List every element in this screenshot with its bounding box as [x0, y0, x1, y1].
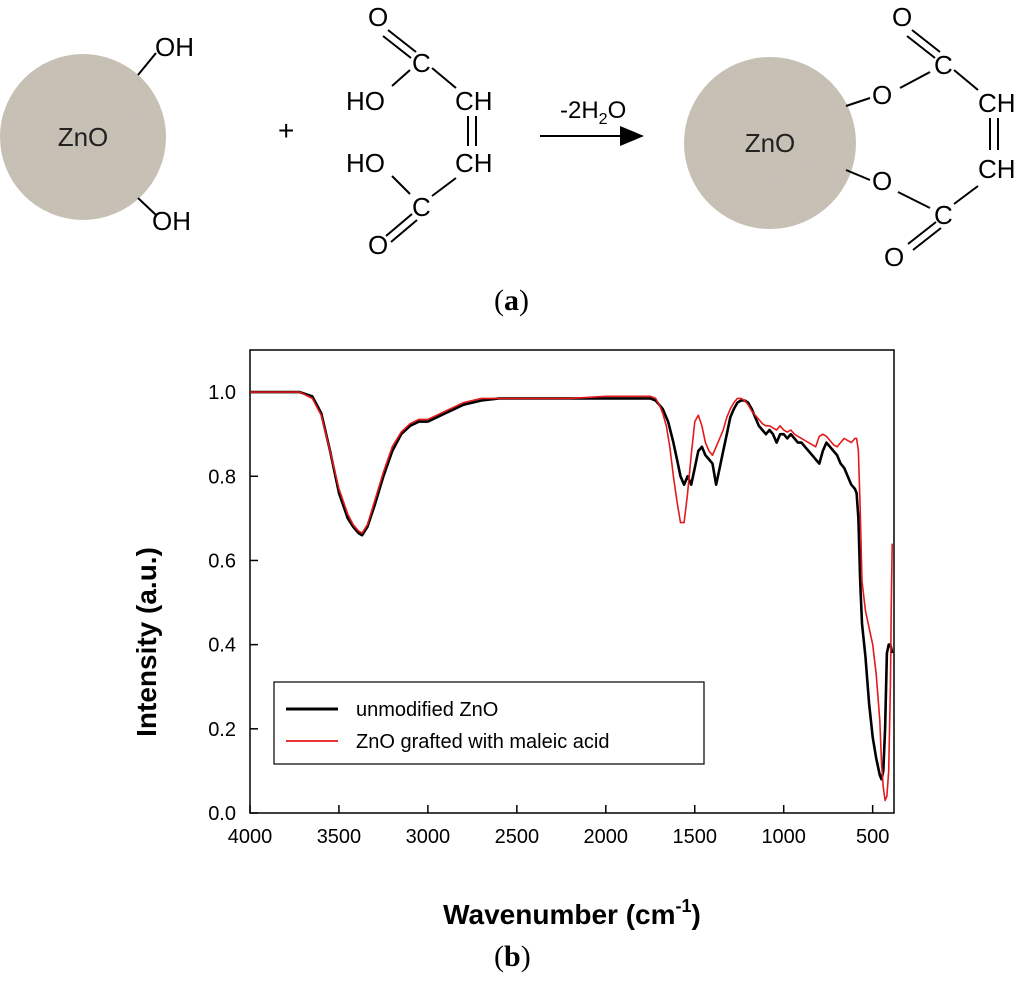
svg-text:C: C [934, 200, 953, 230]
svg-text:O: O [892, 2, 912, 32]
x-tick-label: 500 [856, 826, 889, 848]
c-bottom: C [412, 192, 431, 222]
x-tick-label: 3000 [406, 826, 451, 848]
panel-label-b: (b) [494, 940, 531, 973]
arrow-label: -2H2O [560, 97, 626, 128]
chart-series [250, 390, 894, 802]
series-line-grafted-zno [250, 391, 893, 802]
plus-sign: + [278, 115, 294, 146]
y-tick-label: 0.4 [208, 635, 236, 657]
grafted-maleate: O C O CH CH O C O [845, 2, 1016, 272]
o-top: O [368, 2, 388, 32]
svg-text:CH: CH [978, 154, 1016, 184]
oh-bond-top [137, 52, 157, 76]
c-top: C [412, 48, 431, 78]
x-tick-label: 4000 [228, 826, 273, 848]
maleic-acid: O C HO CH CH HO C O [346, 2, 493, 260]
ftir-chart: 0.0 0.2 0.4 0.6 0.8 1.0 4000 3500 3000 2500 2000 15… [131, 349, 895, 930]
y-tick-label: 1.0 [208, 382, 236, 404]
x-axis-label: Wavenumber (cm-1) [443, 896, 701, 930]
svg-text:CH: CH [978, 88, 1016, 118]
oh-label-bottom: OH [152, 206, 191, 236]
chart-axes: 0.0 0.2 0.4 0.6 0.8 1.0 4000 3500 3000 2500 2000 15… [208, 349, 895, 848]
reaction-scheme: ZnO OH OH + O C HO CH CH HO C O -2H2O Zn… [0, 2, 1016, 272]
ch-top: CH [455, 86, 493, 116]
x-tick-label: 1000 [761, 826, 806, 848]
legend-entry: ZnO grafted with maleic acid [356, 731, 609, 753]
panel-label-a: (a) [494, 284, 529, 317]
svg-text:O: O [884, 242, 904, 272]
x-tick-label: 3500 [317, 826, 362, 848]
svg-text:O: O [872, 166, 892, 196]
legend-box [273, 681, 705, 765]
svg-text:C: C [934, 50, 953, 80]
svg-text:O: O [872, 80, 892, 110]
ho-top: HO [346, 86, 385, 116]
reaction-arrow: -2H2O [540, 97, 644, 146]
zno-label-left: ZnO [58, 122, 109, 152]
oh-bond-bottom [137, 197, 157, 216]
zno-particle-left: ZnO [0, 54, 166, 220]
y-tick-label: 0.6 [208, 550, 236, 572]
y-tick-label: 0.8 [208, 466, 236, 488]
y-tick-label: 0.0 [208, 803, 236, 825]
oh-label-top: OH [155, 32, 194, 62]
y-tick-label: 0.2 [208, 719, 236, 741]
ho-bottom: HO [346, 148, 385, 178]
x-tick-label: 2500 [495, 826, 540, 848]
ch-bottom: CH [455, 148, 493, 178]
series-line-unmodified-zno [250, 390, 894, 781]
o-bottom: O [368, 230, 388, 260]
plot-frame [249, 349, 895, 814]
legend-entry: unmodified ZnO [356, 699, 498, 721]
y-axis-label: Intensity (a.u.) [131, 547, 162, 737]
zno-particle-right: ZnO [684, 57, 856, 229]
zno-label-right: ZnO [745, 128, 796, 158]
x-tick-label: 1500 [673, 826, 718, 848]
x-tick-label: 2000 [584, 826, 629, 848]
chart-legend: unmodified ZnO ZnO grafted with maleic ac… [273, 681, 705, 765]
